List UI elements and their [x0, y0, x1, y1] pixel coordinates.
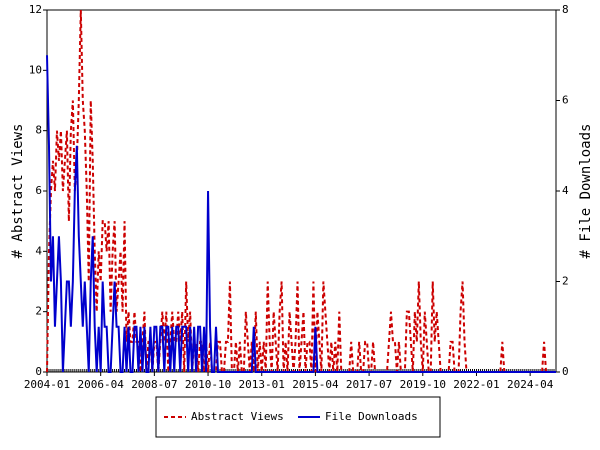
y-axis-label: # Abstract Views: [10, 124, 26, 259]
x-tick-label: 2019-10: [400, 378, 446, 391]
y-tick-label: 4: [35, 244, 42, 257]
y-tick-label: 12: [29, 3, 42, 16]
y2-tick-label: 0: [562, 365, 569, 378]
y-tick-label: 10: [29, 63, 42, 76]
x-tick-label: 2015-04: [292, 378, 339, 391]
y2-axis-label: # File Downloads: [578, 124, 594, 259]
y2-tick-label: 8: [562, 3, 569, 16]
legend-label: File Downloads: [325, 410, 418, 423]
x-tick-label: 2017-07: [346, 378, 392, 391]
y2-tick-label: 2: [562, 275, 569, 288]
y2-tick-label: 4: [562, 184, 569, 197]
y-tick-label: 6: [35, 184, 42, 197]
x-tick-label: 2022-01: [453, 378, 499, 391]
legend-label: Abstract Views: [191, 410, 284, 423]
x-tick-label: 2008-07: [131, 378, 177, 391]
y-tick-label: 0: [35, 365, 42, 378]
y-tick-label: 2: [35, 305, 42, 318]
x-tick-label: 2013-01: [239, 378, 285, 391]
y2-tick-label: 6: [562, 94, 569, 107]
series-line: [46, 55, 556, 373]
x-tick-label: 2006-04: [78, 378, 125, 391]
x-tick-label: 2010-10: [185, 378, 231, 391]
y-tick-label: 8: [35, 124, 42, 137]
x-tick-label: 2004-01: [24, 378, 70, 391]
series-line: [46, 9, 556, 373]
x-tick-label: 2024-04: [507, 378, 554, 391]
